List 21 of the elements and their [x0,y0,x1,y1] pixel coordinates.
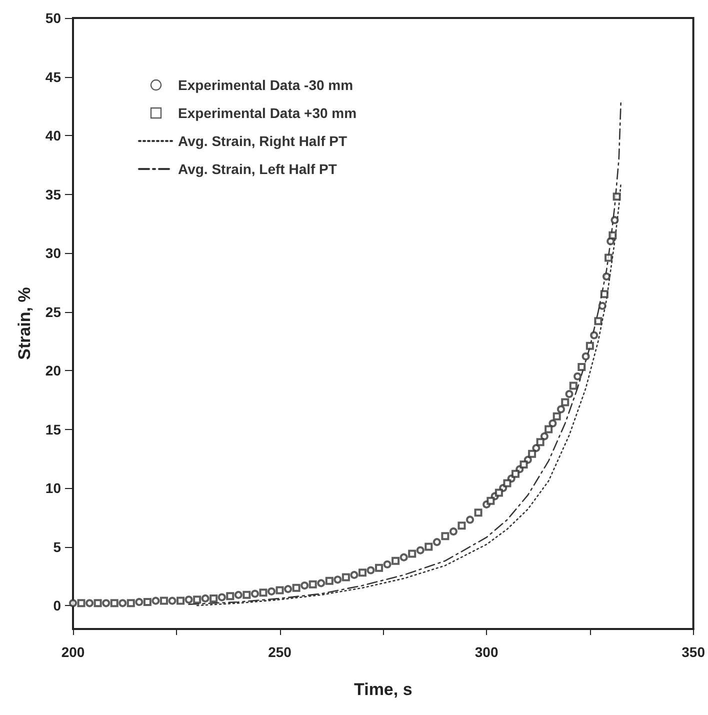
y-tick-label: 25 [45,304,62,320]
legend-label: Experimental Data -30 mm [178,77,354,93]
x-tick-label: 250 [268,644,292,660]
legend-label: Avg. Strain, Right Half PT [178,133,348,149]
y-tick-label: 15 [45,421,62,438]
legend-label: Avg. Strain, Left Half PT [178,161,338,177]
y-tick-label: 5 [53,538,62,555]
y-tick-label: 45 [45,68,62,85]
x-tick-label: 300 [474,644,498,660]
x-axis-title: Time, s [354,680,412,699]
x-tick-label: 350 [682,644,706,660]
y-tick-label: 40 [45,128,62,144]
y-tick-label: 0 [53,598,62,614]
legend-label: Experimental Data +30 mm [178,105,357,121]
y-tick-label: 10 [45,480,62,496]
y-tick-label: 20 [45,362,62,378]
y-tick-label: 35 [45,186,62,202]
y-axis-title: Strain, % [15,287,34,360]
y-tick-label: 30 [45,245,62,261]
y-tick-label: 50 [45,10,62,26]
x-tick-label: 200 [61,644,85,660]
